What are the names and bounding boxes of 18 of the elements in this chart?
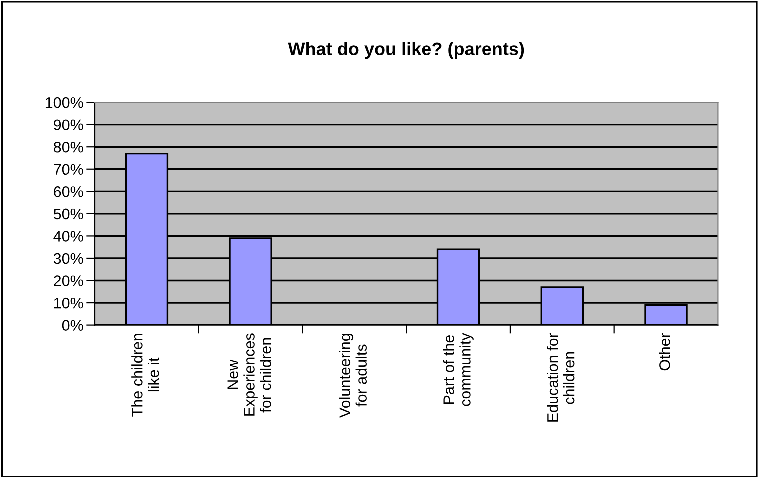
y-tick-label: 50% [54, 208, 84, 220]
y-tick-label: 0% [62, 320, 84, 331]
y-tick-label: 90% [54, 120, 84, 131]
y-tick-label: 100% [46, 97, 84, 108]
y-tick-label: 30% [54, 253, 84, 264]
y-tick-label: 40% [54, 231, 84, 242]
x-tick-label: The children like it [132, 334, 160, 417]
x-tick-label: Education for children [547, 333, 575, 422]
y-tick-label: 80% [54, 142, 84, 153]
y-tick-label: 60% [54, 186, 84, 198]
x-tick-label: New Experiences for children [228, 334, 272, 416]
x-tick-label: Other [659, 333, 670, 371]
y-tick-label: 10% [54, 298, 84, 309]
chart-title: What do you like? (parents) [288, 42, 524, 60]
x-tick-label: Part of the community [443, 333, 474, 406]
y-tick-label: 20% [54, 276, 84, 286]
y-tick-label: 70% [54, 164, 84, 176]
x-tick-label: Volunteering for adults [339, 334, 367, 418]
